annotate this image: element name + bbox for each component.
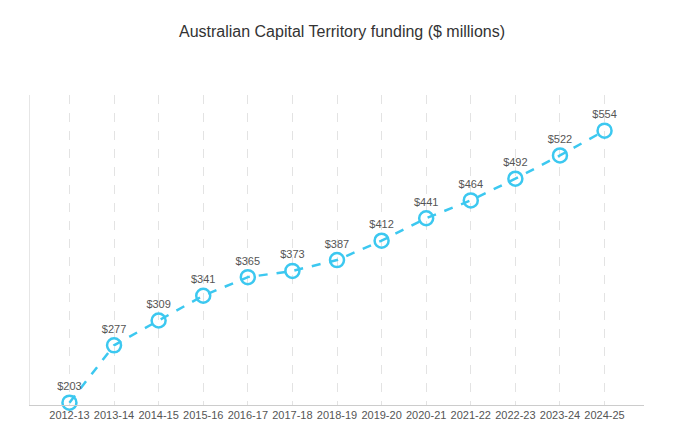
- svg-text:2018-19: 2018-19: [317, 409, 357, 421]
- svg-text:2023-24: 2023-24: [540, 409, 580, 421]
- svg-text:$464: $464: [459, 178, 483, 190]
- svg-text:2015-16: 2015-16: [183, 409, 223, 421]
- svg-text:$522: $522: [548, 133, 572, 145]
- svg-text:$387: $387: [325, 238, 349, 250]
- svg-text:$203: $203: [57, 380, 81, 392]
- svg-text:$365: $365: [236, 255, 260, 267]
- svg-text:2022-23: 2022-23: [495, 409, 535, 421]
- svg-text:2012-13: 2012-13: [49, 409, 89, 421]
- svg-text:2021-22: 2021-22: [451, 409, 491, 421]
- svg-text:2019-20: 2019-20: [361, 409, 401, 421]
- svg-text:2017-18: 2017-18: [272, 409, 312, 421]
- svg-text:2024-25: 2024-25: [584, 409, 624, 421]
- svg-text:2013-14: 2013-14: [94, 409, 134, 421]
- svg-text:$373: $373: [280, 248, 304, 260]
- svg-text:$277: $277: [102, 323, 126, 335]
- svg-text:$341: $341: [191, 273, 215, 285]
- svg-text:$412: $412: [369, 218, 393, 230]
- svg-text:$554: $554: [592, 108, 616, 120]
- svg-text:Australian Capital Territory f: Australian Capital Territory funding ($ …: [179, 23, 505, 40]
- svg-text:2020-21: 2020-21: [406, 409, 446, 421]
- svg-text:2016-17: 2016-17: [228, 409, 268, 421]
- svg-text:$441: $441: [414, 196, 438, 208]
- svg-text:$492: $492: [503, 156, 527, 168]
- svg-text:$309: $309: [146, 298, 170, 310]
- svg-text:2014-15: 2014-15: [138, 409, 178, 421]
